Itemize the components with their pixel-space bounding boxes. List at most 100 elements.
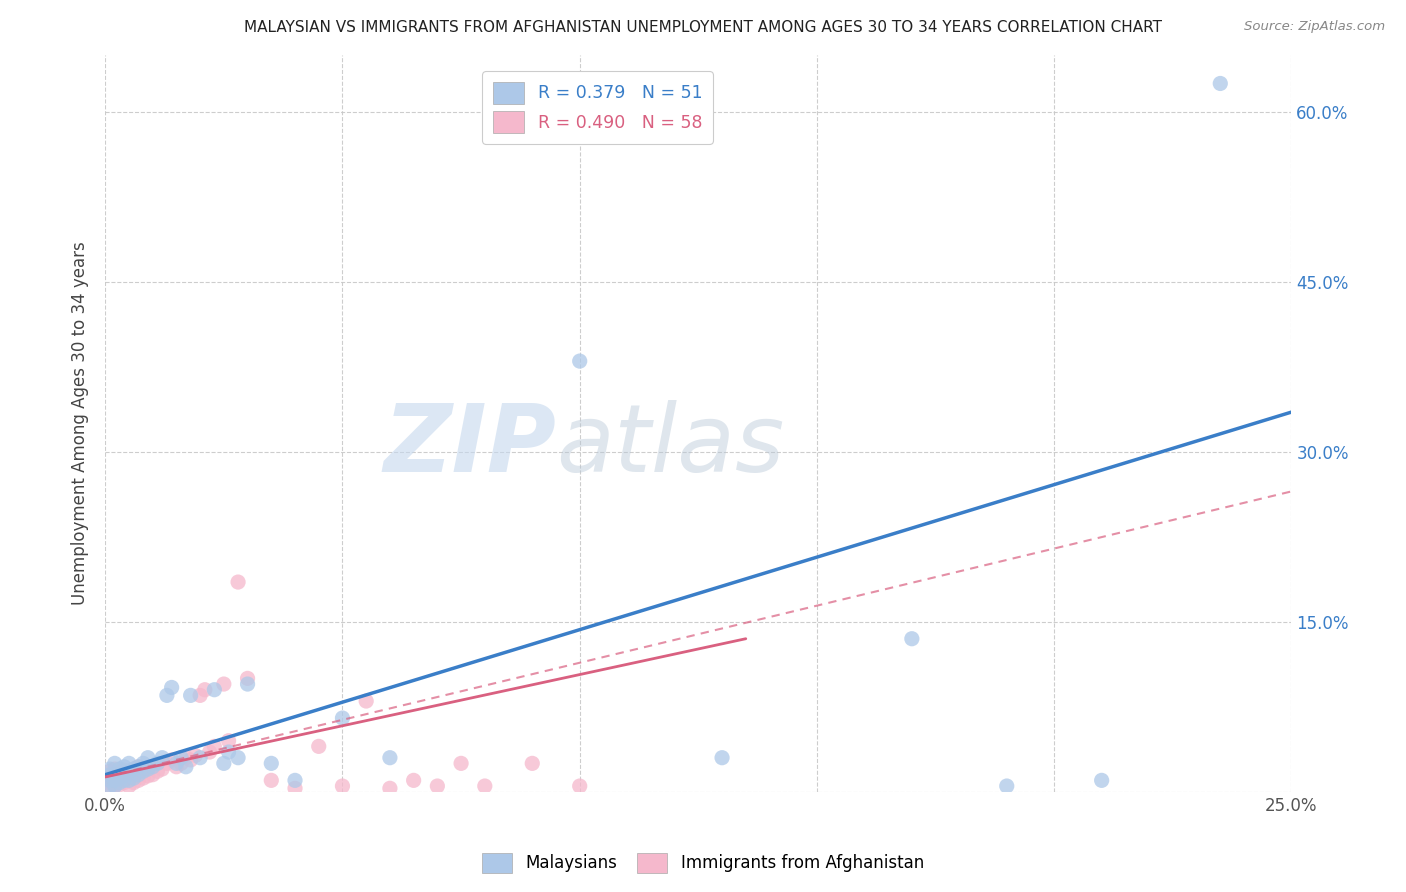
Point xyxy=(136,769,159,783)
Text: ZIP: ZIP xyxy=(382,400,555,491)
Point xyxy=(170,756,193,771)
Point xyxy=(136,762,159,776)
Point xyxy=(202,682,225,697)
Point xyxy=(98,779,121,793)
Point xyxy=(284,781,307,796)
Point xyxy=(122,771,145,785)
Point xyxy=(118,765,141,780)
Point xyxy=(260,773,283,788)
Text: atlas: atlas xyxy=(555,400,785,491)
Point xyxy=(226,750,249,764)
Point xyxy=(127,760,149,774)
Point xyxy=(104,762,127,776)
Point xyxy=(160,753,183,767)
Point xyxy=(142,760,165,774)
Point xyxy=(118,773,141,788)
Point xyxy=(112,763,135,777)
Point xyxy=(180,753,202,767)
Point xyxy=(127,767,149,781)
Point xyxy=(174,760,197,774)
Point xyxy=(378,781,401,796)
Point xyxy=(98,781,121,796)
Text: MALAYSIAN VS IMMIGRANTS FROM AFGHANISTAN UNEMPLOYMENT AMONG AGES 30 TO 34 YEARS : MALAYSIAN VS IMMIGRANTS FROM AFGHANISTAN… xyxy=(245,20,1161,35)
Point xyxy=(474,779,496,793)
Point xyxy=(104,779,127,793)
Point xyxy=(212,756,235,771)
Point xyxy=(104,756,127,771)
Point xyxy=(332,779,354,793)
Point xyxy=(108,775,131,789)
Point xyxy=(194,682,217,697)
Point xyxy=(402,773,425,788)
Point xyxy=(180,689,202,703)
Point xyxy=(112,775,135,789)
Point xyxy=(160,681,183,695)
Point xyxy=(108,766,131,780)
Point xyxy=(198,745,221,759)
Point xyxy=(156,689,179,703)
Point xyxy=(1091,773,1114,788)
Point xyxy=(260,756,283,771)
Point xyxy=(104,769,127,783)
Point xyxy=(112,760,135,774)
Point xyxy=(308,739,330,754)
Point xyxy=(498,82,520,96)
Point xyxy=(711,750,734,764)
Point xyxy=(146,756,169,771)
Point xyxy=(122,762,145,776)
Point xyxy=(522,756,544,771)
Point xyxy=(202,739,225,754)
Point xyxy=(118,756,141,771)
Point xyxy=(98,771,121,785)
Point xyxy=(108,771,131,785)
Point xyxy=(112,770,135,784)
Point xyxy=(174,750,197,764)
Point xyxy=(218,733,240,747)
Point xyxy=(108,773,131,788)
Point xyxy=(184,748,207,763)
Point xyxy=(118,773,141,788)
Point xyxy=(165,756,187,771)
Point xyxy=(170,750,193,764)
Point xyxy=(146,764,169,779)
Point xyxy=(118,779,141,793)
Point xyxy=(568,779,591,793)
Point xyxy=(226,575,249,590)
Point xyxy=(156,756,179,771)
Legend: R = 0.379   N = 51, R = 0.490   N = 58: R = 0.379 N = 51, R = 0.490 N = 58 xyxy=(482,71,713,144)
Point xyxy=(142,767,165,781)
Point xyxy=(354,694,377,708)
Point xyxy=(98,762,121,776)
Point xyxy=(104,779,127,793)
Point xyxy=(104,773,127,788)
Point xyxy=(132,771,155,785)
Point xyxy=(112,767,135,781)
Point xyxy=(188,689,211,703)
Point xyxy=(132,764,155,779)
Point xyxy=(127,767,149,781)
Point xyxy=(150,762,173,776)
Point xyxy=(98,775,121,789)
Point xyxy=(150,750,173,764)
Point xyxy=(104,774,127,789)
Point xyxy=(122,762,145,776)
Point xyxy=(98,764,121,779)
Point xyxy=(118,764,141,779)
Point xyxy=(98,773,121,788)
Point xyxy=(122,775,145,789)
Point xyxy=(104,767,127,781)
Point xyxy=(236,672,259,686)
Point xyxy=(450,756,472,771)
Point xyxy=(378,750,401,764)
Point xyxy=(568,354,591,368)
Point xyxy=(332,711,354,725)
Point xyxy=(112,773,135,788)
Y-axis label: Unemployment Among Ages 30 to 34 years: Unemployment Among Ages 30 to 34 years xyxy=(72,242,89,606)
Point xyxy=(212,677,235,691)
Point xyxy=(995,779,1018,793)
Point xyxy=(98,767,121,781)
Point xyxy=(188,750,211,764)
Point xyxy=(284,773,307,788)
Point xyxy=(1209,77,1232,91)
Point xyxy=(127,773,149,788)
